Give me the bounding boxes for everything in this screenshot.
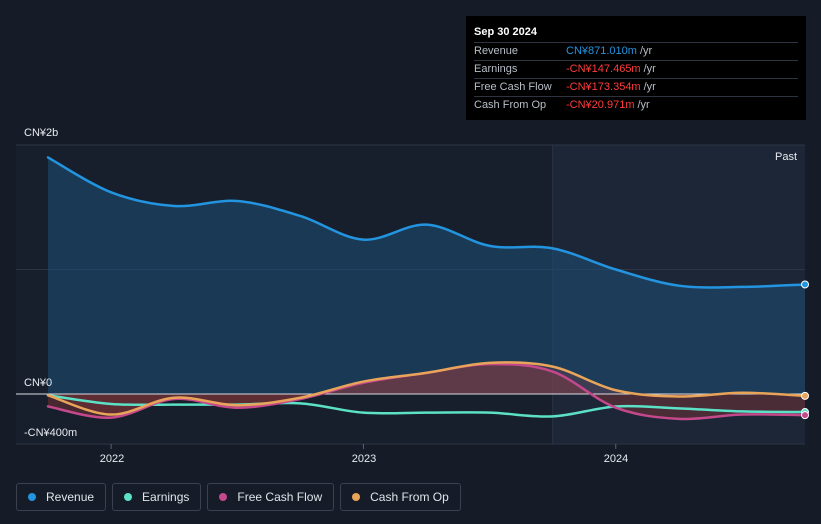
tooltip-unit: /yr — [643, 81, 656, 93]
x-tick-label-2022: 2022 — [100, 453, 124, 465]
legend-dot-icon — [219, 493, 228, 501]
tooltip-row-revenue: Revenue CN¥871.010m /yr — [474, 42, 798, 60]
free-cash-flow-endpoint — [801, 411, 809, 420]
tooltip-unit: /yr — [639, 45, 653, 57]
revenue-endpoint — [801, 280, 809, 289]
tooltip-row-cash-from-op: Cash From Op -CN¥20.971m /yr — [474, 96, 798, 114]
tooltip-unit: /yr — [637, 99, 650, 111]
x-tick-label-2024: 2024 — [604, 453, 628, 465]
legend-label: Free Cash Flow — [237, 490, 323, 504]
legend: Revenue Earnings Free Cash Flow Cash Fro… — [16, 483, 461, 511]
tooltip-unit: /yr — [643, 63, 656, 75]
series-lines — [46, 156, 807, 421]
tooltip-value: -CN¥147.465m — [566, 63, 641, 75]
tooltip: Sep 30 2024 Revenue CN¥871.010m /yr Earn… — [466, 16, 806, 120]
y-tick-label-zero: CN¥0 — [24, 377, 52, 389]
y-tick-label-bottom: -CN¥400m — [24, 427, 77, 439]
tooltip-label: Free Cash Flow — [474, 81, 552, 93]
tooltip-value: -CN¥173.354m — [566, 81, 641, 93]
legend-label: Earnings — [142, 490, 190, 504]
legend-item-free-cash-flow[interactable]: Free Cash Flow — [207, 483, 335, 511]
tooltip-row-earnings: Earnings -CN¥147.465m /yr — [474, 60, 798, 78]
tooltip-date: Sep 30 2024 — [474, 26, 537, 38]
revenue-line — [46, 156, 807, 289]
x-tick-label-2023: 2023 — [352, 453, 376, 465]
legend-dot-icon — [352, 493, 361, 501]
cash-from-op-line — [46, 361, 807, 416]
cash-from-op-area — [48, 362, 805, 415]
tooltip-value: CN¥871.010m — [566, 45, 637, 57]
legend-label: Revenue — [46, 490, 95, 504]
past-label: Past — [775, 151, 797, 163]
legend-dot-icon — [28, 493, 36, 501]
tooltip-label: Revenue — [474, 45, 519, 57]
earnings-line — [46, 393, 807, 418]
tooltip-row-free-cash-flow: Free Cash Flow -CN¥173.354m /yr — [474, 78, 798, 96]
y-tick-label-top: CN¥2b — [24, 127, 58, 139]
tooltip-label: Earnings — [474, 63, 518, 75]
legend-item-earnings[interactable]: Earnings — [112, 483, 202, 511]
cash-from-op-endpoint — [801, 391, 809, 400]
legend-item-revenue[interactable]: Revenue — [16, 483, 107, 511]
tooltip-value: -CN¥20.971m — [566, 99, 635, 111]
revenue-area — [48, 157, 805, 394]
legend-dot-icon — [124, 493, 133, 501]
series-endpoints — [801, 280, 809, 420]
legend-label: Cash From Op — [370, 490, 449, 504]
legend-item-cash-from-op[interactable]: Cash From Op — [340, 483, 461, 511]
tooltip-label: Cash From Op — [474, 99, 547, 111]
